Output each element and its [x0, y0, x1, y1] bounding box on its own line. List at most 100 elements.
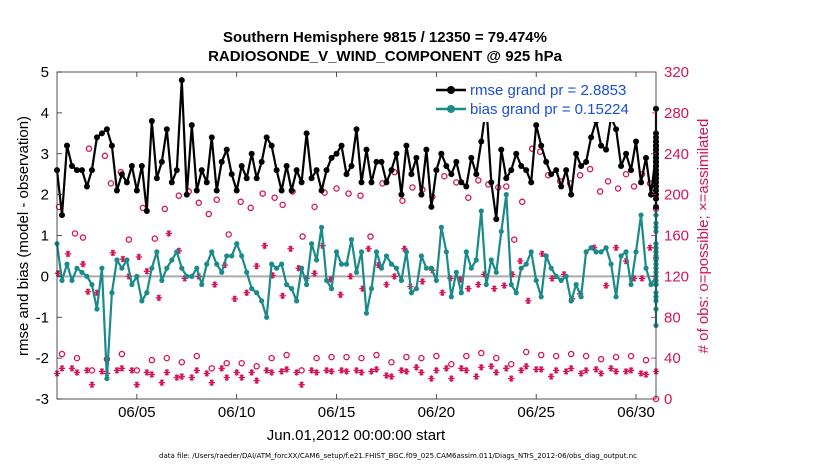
- possible-obs-point: [205, 210, 212, 218]
- bias-point: [543, 253, 549, 259]
- bias-point: [134, 273, 140, 279]
- bias-point: [289, 286, 295, 292]
- rmse-point: [643, 154, 650, 161]
- rmse-point: [258, 158, 265, 165]
- assimilated-obs-point: [638, 275, 646, 282]
- bias-point: [219, 269, 225, 275]
- possible-obs-point: [283, 351, 290, 359]
- bias-point: [84, 273, 90, 279]
- bias-point: [553, 273, 559, 279]
- assimilated-obs-point: [203, 370, 210, 377]
- rmse-point: [633, 138, 640, 145]
- bias-point: [563, 273, 569, 279]
- assimilated-obs-point: [248, 369, 255, 376]
- bias-point: [383, 253, 390, 259]
- assimilated-obs-point: [178, 373, 185, 380]
- rmse-point: [548, 171, 555, 178]
- bias-point: [358, 249, 365, 255]
- possible-obs-point: [107, 180, 115, 187]
- assimilated-obs-point: [597, 370, 605, 377]
- assimilated-obs-point: [243, 289, 250, 296]
- x-axis-ticks: 06/05 06/10 06/15 06/20 06/25 06/30: [118, 72, 655, 421]
- assimilated-obs-point: [388, 373, 395, 380]
- rmse-point: [583, 158, 590, 165]
- assimilated-obs-point: [523, 363, 530, 370]
- rmse-point: [128, 163, 135, 170]
- bias-point: [438, 224, 444, 230]
- possible-obs-point: [253, 363, 260, 370]
- rmse-point: [193, 187, 200, 194]
- bias-point: [613, 294, 619, 300]
- possible-obs-point: [175, 192, 183, 199]
- bias-point: [598, 249, 604, 255]
- assimilated-obs-point: [473, 373, 480, 380]
- assimilated-obs-point: [537, 366, 545, 373]
- x-axis-label: Jun.01,2012 00:00:00 start: [267, 427, 446, 444]
- possible-obs-point: [279, 201, 286, 209]
- assimilated-obs-point: [263, 367, 270, 374]
- rmse-point: [173, 167, 180, 174]
- possible-obs-point: [465, 194, 472, 201]
- bias-point: [343, 261, 350, 267]
- assimilated-obs-point: [323, 367, 330, 374]
- possible-obs-point: [510, 236, 518, 243]
- assimilated-obs-point: [347, 273, 354, 280]
- bias-point: [568, 298, 574, 304]
- assimilated-obs-point: [368, 368, 375, 375]
- rmse-point: [308, 175, 315, 182]
- possible-obs-point: [518, 198, 526, 206]
- bias-point: [254, 290, 260, 296]
- assimilated-obs-point: [113, 367, 121, 374]
- rmse-point: [403, 142, 410, 149]
- assimilated-obs-point: [84, 288, 92, 295]
- bias-point: [164, 265, 170, 271]
- rmse-point: [163, 126, 170, 133]
- assimilated-obs-point: [313, 369, 320, 376]
- rmse-point: [358, 179, 365, 186]
- rmse-point: [443, 163, 450, 170]
- rmse-point: [318, 187, 325, 194]
- bias-point: [493, 269, 499, 275]
- rmse-point: [313, 167, 320, 174]
- bias-point: [418, 253, 424, 259]
- assimilated-obs-point: [582, 367, 590, 374]
- rmse-point: [63, 142, 70, 149]
- rmse-point: [458, 179, 465, 186]
- bias-point: [423, 265, 429, 271]
- rmse-point: [528, 179, 535, 186]
- legend-bias-label: bias grand pr = 0.15224: [470, 101, 629, 118]
- assimilated-obs-point: [562, 368, 570, 375]
- bias-point: [348, 236, 355, 243]
- x-tick-label: 06/10: [218, 404, 256, 421]
- possible-obs-point: [612, 353, 620, 361]
- assimilated-obs-point: [119, 255, 127, 263]
- bias-point: [328, 286, 335, 292]
- bias-point: [623, 249, 629, 255]
- assimilated-obs-point: [463, 367, 470, 374]
- bias-point: [483, 281, 489, 288]
- right-y-tick-label: 40: [664, 350, 681, 367]
- assimilated-obs-point: [533, 366, 540, 373]
- right-y-tick-label: 120: [664, 268, 689, 285]
- assimilated-obs-point: [413, 364, 420, 371]
- possible-obs-point: [357, 192, 364, 199]
- possible-obs-point: [507, 361, 515, 368]
- possible-obs-point: [441, 172, 448, 180]
- bias-point: [448, 294, 454, 300]
- rmse-point: [603, 146, 610, 153]
- assimilated-obs-point: [343, 368, 350, 375]
- possible-obs-point: [433, 352, 440, 360]
- possible-obs-point: [582, 352, 590, 360]
- assimilated-obs-point: [279, 292, 286, 299]
- rmse-point: [98, 130, 105, 137]
- assimilated-obs-point: [383, 372, 390, 379]
- bias-point: [628, 281, 634, 288]
- rmse-point: [613, 126, 620, 133]
- possible-obs-point: [475, 177, 482, 184]
- bias-point: [558, 277, 564, 284]
- assimilated-obs-point: [283, 366, 290, 373]
- rmse-point: [203, 179, 210, 186]
- bias-point: [443, 249, 449, 255]
- rmse-point: [453, 158, 460, 165]
- x-tick-label: 06/15: [318, 404, 356, 421]
